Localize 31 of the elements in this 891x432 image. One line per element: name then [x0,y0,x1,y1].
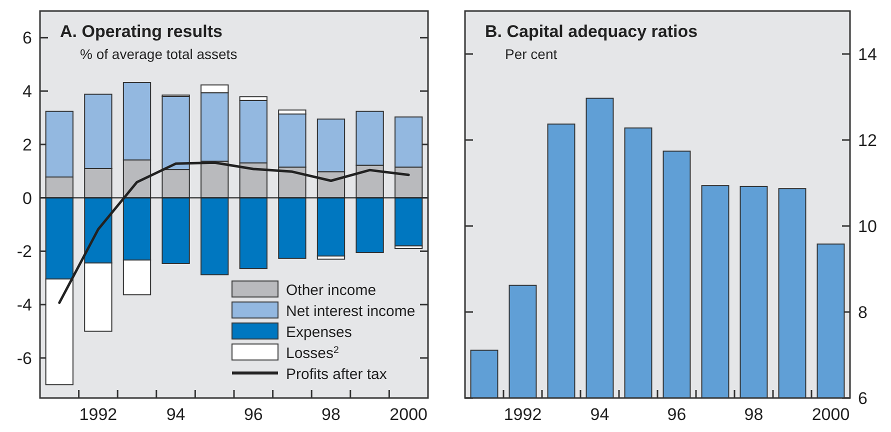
x-tick-label: 96 [244,405,263,424]
legend-label: Other income [286,282,376,299]
x-tick-label: 1992 [504,405,542,424]
x-tick-label: 1992 [79,405,118,424]
x-tick-label: 94 [590,405,610,424]
text: % of average total assets [80,46,238,62]
x-tick-label: 94 [166,405,186,424]
legend-label: Profits after tax [286,366,388,383]
legend-label: Losses$^{2}$ [286,344,339,362]
y-tick-label: 8 [858,302,868,322]
text: B. Capital adequacy ratios [485,22,698,41]
y-tick-label: 4 [22,82,32,102]
y-tick-label: 6 [858,388,868,408]
x-tick-label: 98 [322,405,340,424]
x-tick-label: 96 [667,405,686,424]
y-tick-label: -6 [16,348,32,368]
y-tick-label: 6 [22,28,32,48]
x-tick-label: 98 [744,405,764,424]
text: A. Operating results [60,22,222,41]
y-tick-label: -2 [16,242,32,262]
legend-label: Net interest income [286,303,416,320]
x-tick-label: 2000 [812,405,850,424]
legend-label: Expenses [286,324,352,341]
text: Per cent [505,46,558,62]
x-tick-label: 2000 [390,405,428,424]
y-tick-label: 14 [858,44,877,64]
y-tick-label: 12 [858,130,877,150]
y-tick-label: 10 [858,216,877,236]
y-tick-label: 0 [22,188,32,208]
y-tick-label: 2 [22,135,32,154]
y-tick-label: -4 [16,296,32,315]
